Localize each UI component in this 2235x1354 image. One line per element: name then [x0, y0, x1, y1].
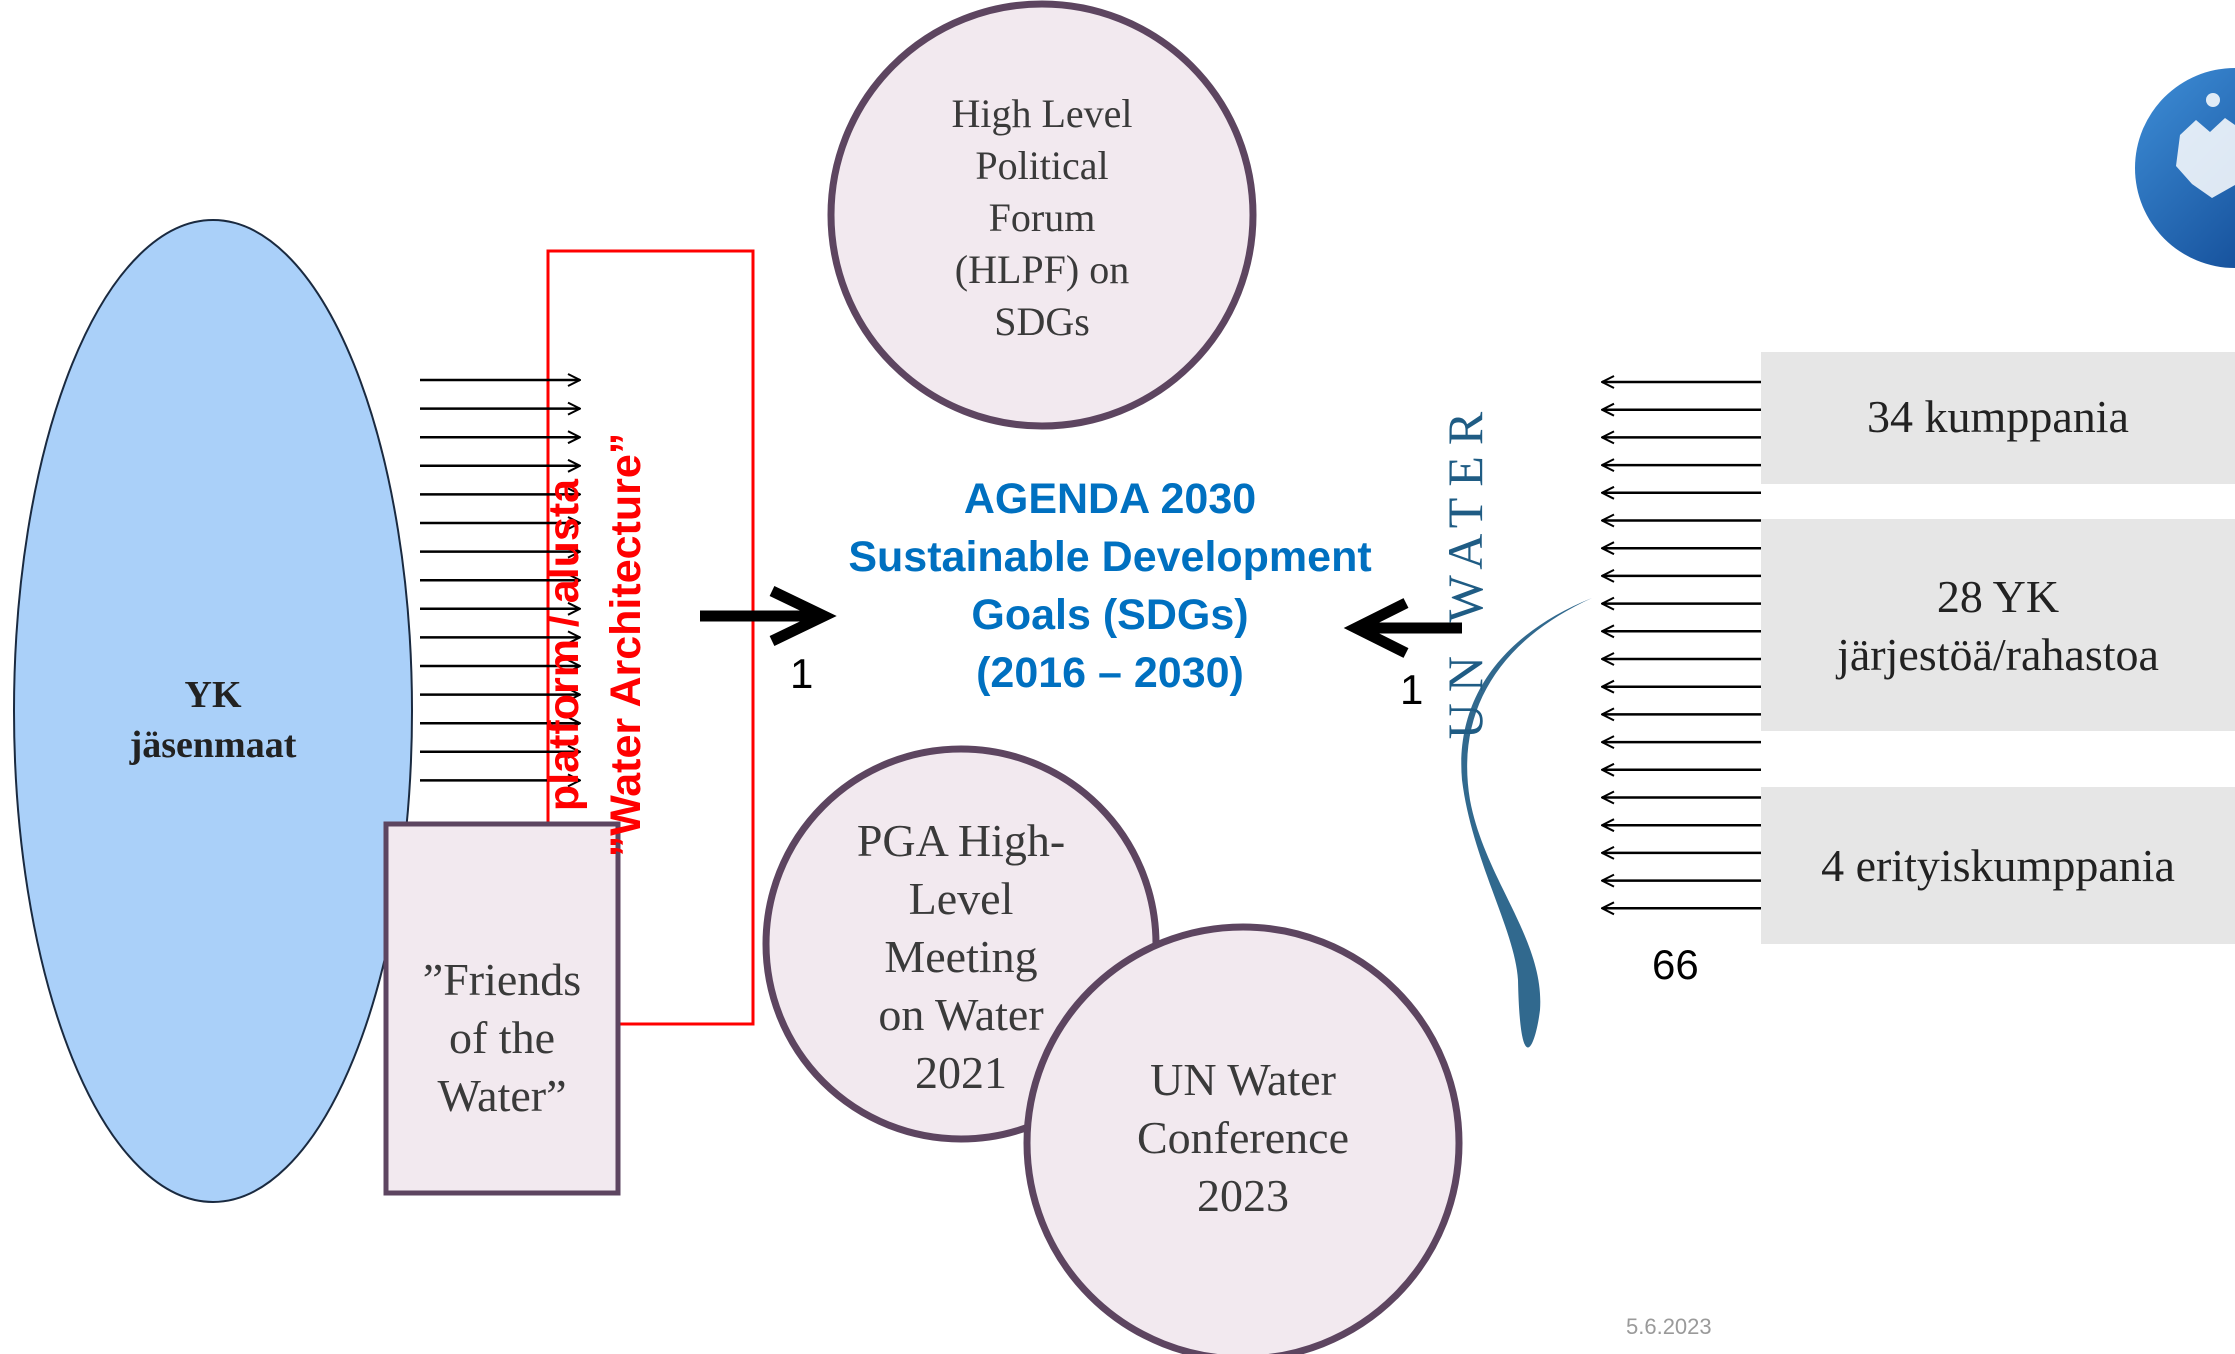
hlpf-line1: High Level — [951, 91, 1133, 136]
partner-text-3: 4 erityiskumppania — [1761, 837, 2235, 895]
friends-line1: ”Friends — [422, 954, 582, 1005]
member-states-label: YK jäsenmaat — [63, 670, 363, 770]
friends-line3: Water” — [437, 1070, 567, 1121]
left-arrow-count: 1 — [790, 650, 814, 697]
agenda-line2: Sustainable Development — [848, 533, 1372, 581]
pga-line1: PGA High- — [856, 815, 1066, 866]
unwater-swoosh — [1461, 598, 1592, 1048]
pga-line2: Level — [908, 873, 1014, 924]
friends-box — [383, 821, 621, 1196]
hlpf-line3: Forum — [988, 195, 1096, 240]
conference-line2: Conference — [1137, 1112, 1349, 1163]
agenda-line3: Goals (SDGs) — [971, 591, 1249, 639]
members-total-count: 66 — [1652, 941, 1699, 988]
unwater-logo-text: UN WATER — [1437, 400, 1493, 740]
hlpf-circle — [827, 0, 1257, 430]
pga-line4: on Water — [878, 989, 1044, 1040]
pga-label: PGA High- Level Meeting on Water 2021 — [800, 812, 1122, 1102]
ministry-crest-icon — [2135, 68, 2235, 268]
pga-line5: 2021 — [915, 1047, 1007, 1098]
member-states-line1: YK — [184, 674, 242, 716]
member-states-ellipse — [13, 219, 413, 1203]
platform-to-agenda-arrow — [700, 586, 837, 646]
hlpf-label: High Level Political Forum (HLPF) on SDG… — [862, 88, 1222, 348]
partner-2-line2: järjestöä/rahastoa — [1837, 629, 2159, 680]
hlpf-line2: Political — [975, 143, 1109, 188]
partner-2-line1: 28 YK — [1936, 571, 2060, 622]
conference-line3: 2023 — [1197, 1170, 1289, 1221]
platform-line1: platform / alusta — [540, 478, 588, 812]
partner-text-2: 28 YK järjestöä/rahastoa — [1761, 568, 2235, 684]
member-states-line2: jäsenmaat — [129, 724, 297, 766]
unwater-to-agenda-arrow — [1343, 598, 1462, 658]
right-arrow-count: 1 — [1400, 666, 1424, 713]
partner-box-3 — [1761, 787, 2235, 944]
conference-line1: UN Water — [1150, 1054, 1336, 1105]
conference-circle — [1023, 923, 1463, 1354]
partner-arrows — [1602, 382, 1761, 908]
platform-line2: ”Water Architecture” — [602, 432, 650, 858]
agenda-line4: (2016 – 2030) — [976, 649, 1244, 697]
partner-box-1 — [1761, 352, 2235, 484]
partner-1-line1: 34 kumppania — [1867, 391, 2129, 442]
agenda-label: AGENDA 2030 Sustainable Development Goal… — [790, 470, 1430, 702]
platform-label: platform / alusta ”Water Architecture” — [533, 295, 663, 995]
partner-text-1: 34 kumppania — [1761, 388, 2235, 446]
agenda-line1: AGENDA 2030 — [963, 475, 1257, 523]
member-arrows — [420, 380, 580, 780]
friends-label: ”Friends of the Water” — [386, 951, 618, 1125]
footer-date: 5.6.2023 — [1626, 1314, 1712, 1339]
pga-line3: Meeting — [884, 931, 1038, 982]
friends-line2: of the — [448, 1012, 555, 1063]
partner-3-line1: 4 erityiskumppania — [1821, 840, 2175, 891]
hlpf-line4: (HLPF) on — [954, 247, 1130, 292]
hlpf-line5: SDGs — [994, 299, 1090, 344]
conference-label: UN Water Conference 2023 — [1083, 1051, 1403, 1225]
partner-box-2 — [1761, 519, 2235, 731]
